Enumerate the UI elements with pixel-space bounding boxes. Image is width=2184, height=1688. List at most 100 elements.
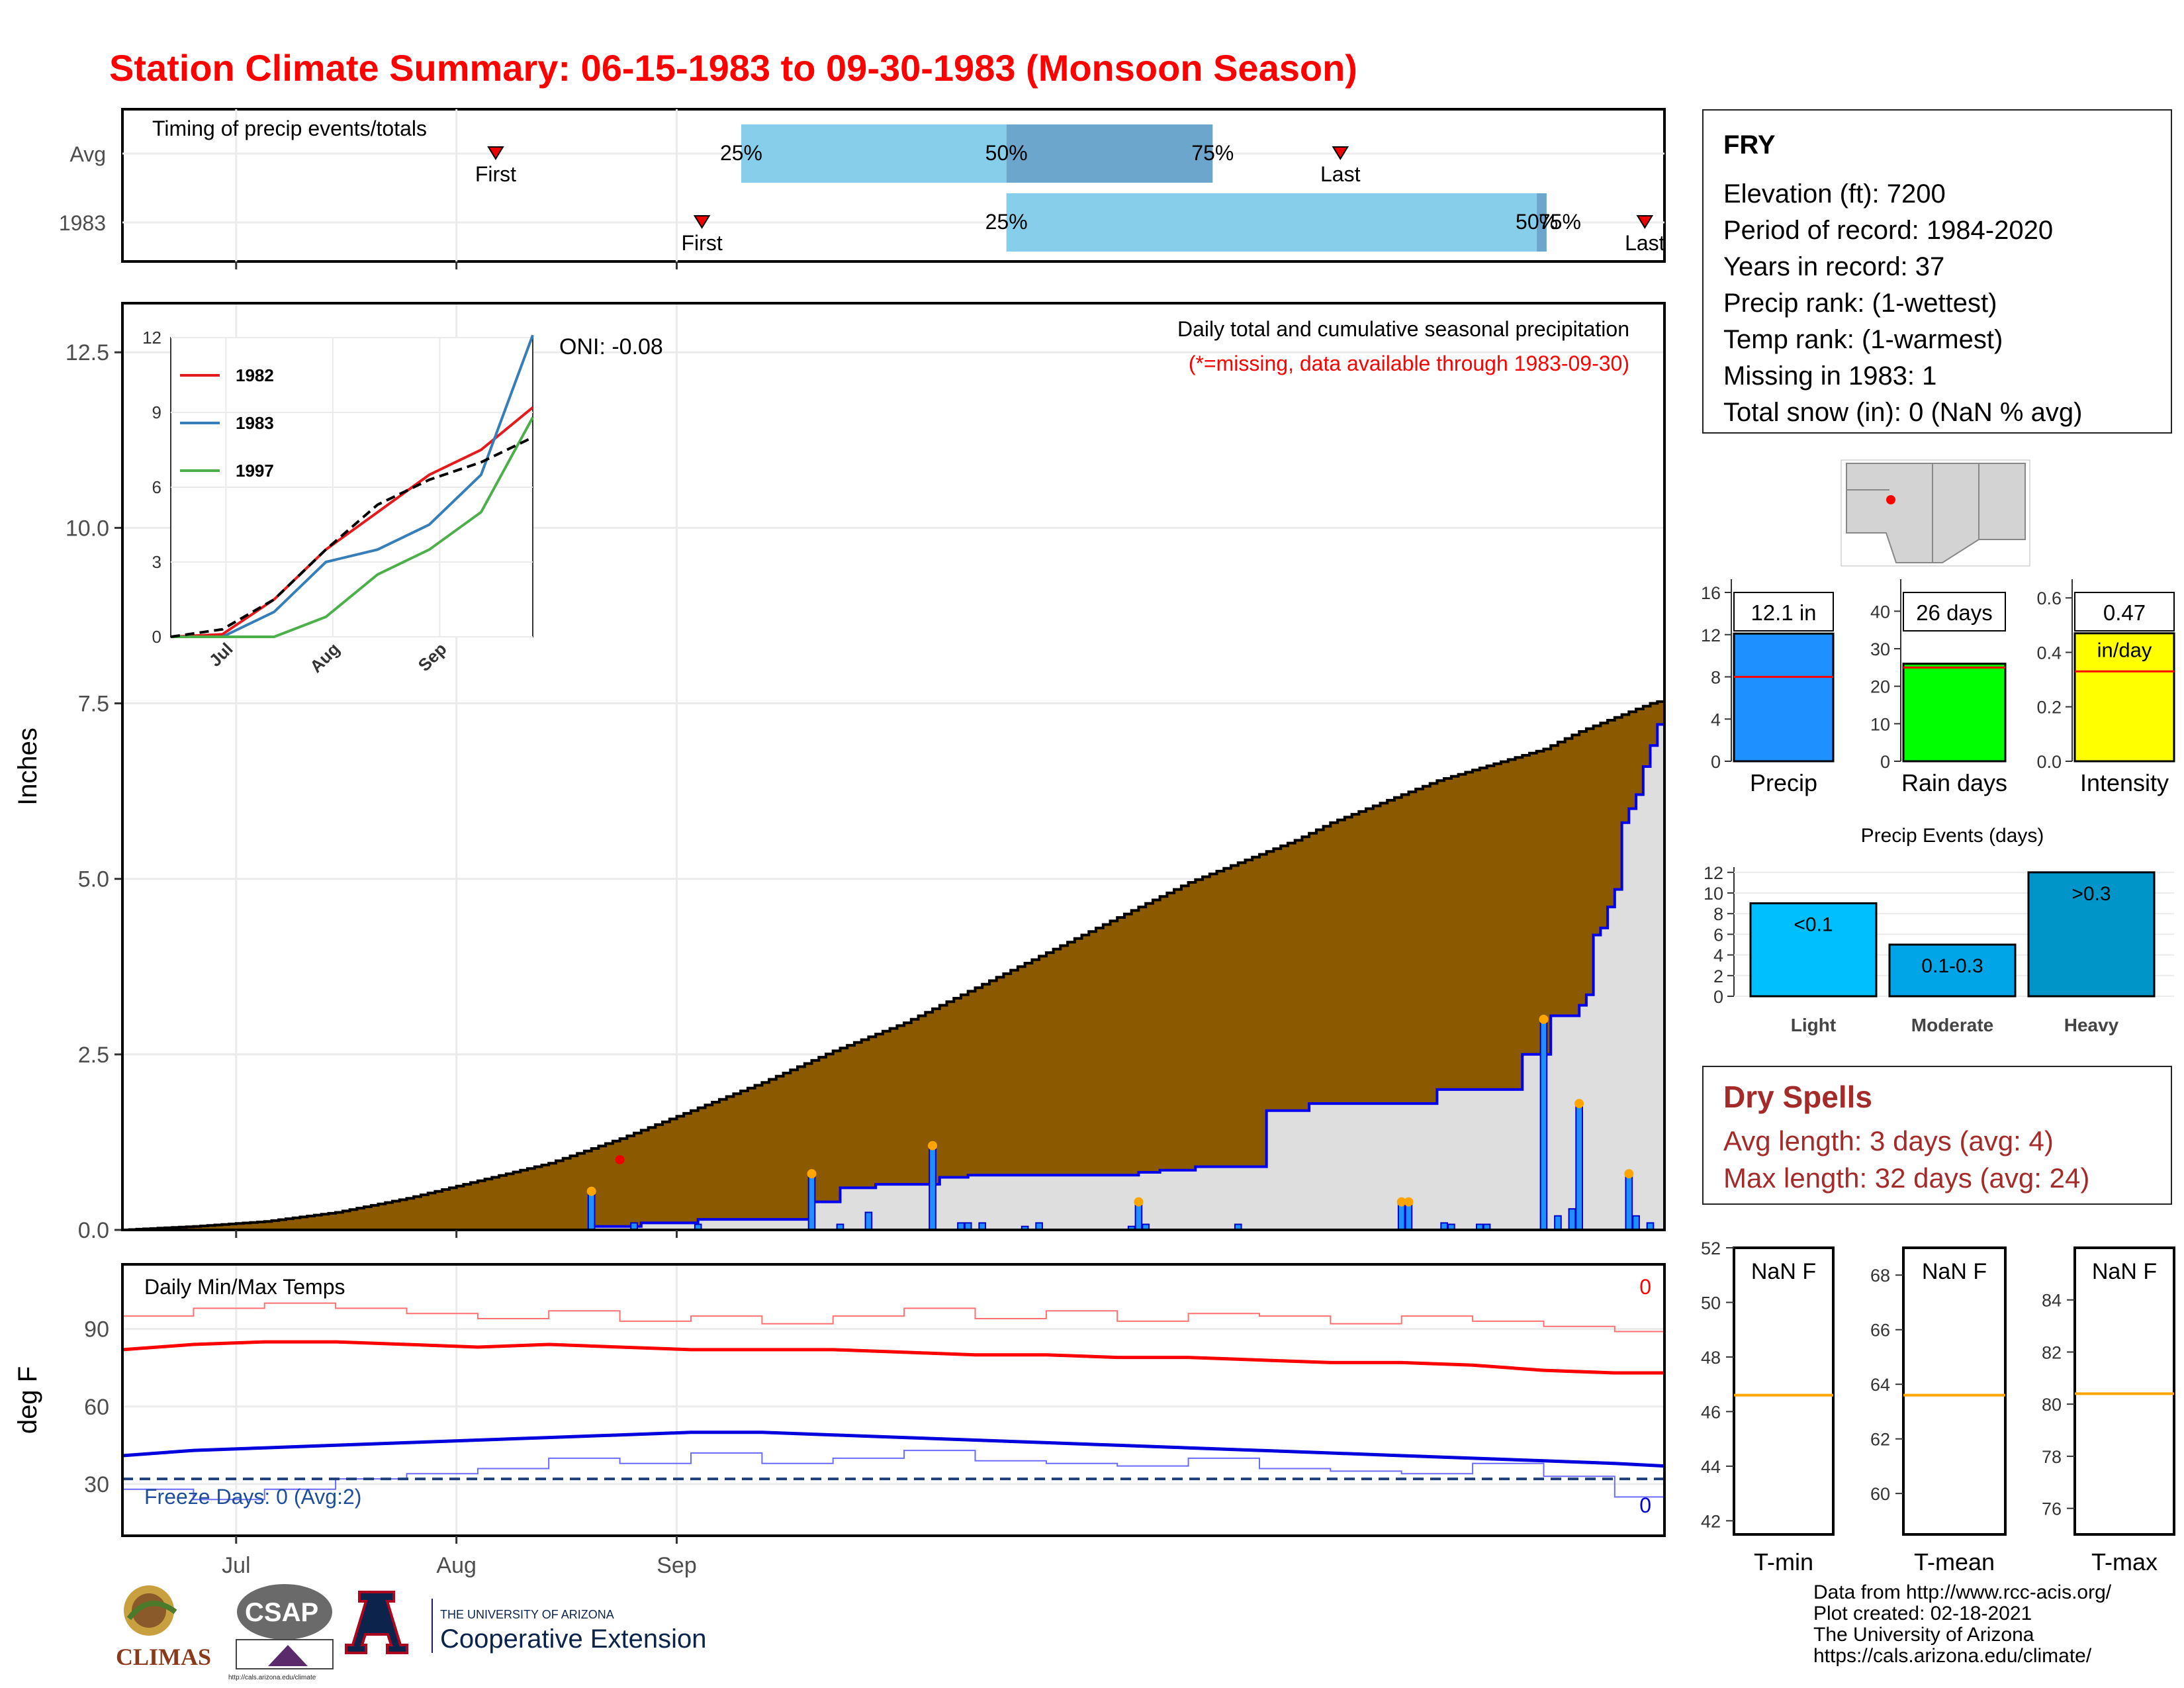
heavy-event-dot [1624,1169,1634,1179]
events-y-tick: 10 [1704,884,1723,904]
timing-pct-label: 75% [1191,141,1234,165]
events-chart-title: Precip Events (days) [1861,825,2044,847]
y-tick-label: 60 [84,1395,109,1420]
temp-gauge-label: T-max [2091,1548,2158,1575]
inset-series-1982 [170,406,534,638]
events-y-tick: 12 [1704,863,1723,883]
mini-bar-value: 12.1 in [1751,600,1816,625]
gauge-y-tick: 84 [2042,1291,2062,1311]
last-event-label: Last [1320,162,1361,186]
mini-bar-value-box [2074,592,2175,632]
csap-logo: CSAP http://cals.arizona.edu/climate [228,1584,334,1681]
avg-cumulative-line [122,700,1666,1231]
gauge-y-tick: 64 [1870,1375,1890,1395]
timing-bar-50-75 [1006,124,1213,183]
events-y-tick: 2 [1713,966,1723,986]
y-tick-label: 12.5 [66,340,109,365]
event-category-label: Moderate [1911,1015,1993,1035]
daily-precip-bar [807,1173,816,1231]
locator-map-states [1846,463,2026,563]
mini-bar-1 [1902,663,2007,763]
temp-gauge-value: NaN F [1751,1259,1816,1284]
mini-bar-label: Rain days [1901,769,2007,796]
timing-bar-25-50 [1006,193,1537,252]
last-event-marker [1332,146,1349,160]
event-category-label: Light [1791,1015,1836,1035]
event-bar-0 [1749,902,1878,998]
timing-panel-title: Timing of precip events/totals [152,117,427,140]
daily-precip-bar [1625,1173,1633,1231]
station-info-line: Total snow (in): 0 (NaN % avg) [1723,398,2083,427]
freeze-days-label: Freeze Days: 0 (Avg:2) [144,1485,361,1509]
gauge-y-tick: 48 [1701,1348,1721,1368]
inset-series-1997 [171,416,534,638]
timing-pct-label: 75% [1539,210,1581,234]
y-tick-label: 0.0 [78,1218,109,1243]
gauge-y-tick: 50 [1701,1293,1721,1313]
event-bar-label: <0.1 [1794,914,1833,936]
x-tick-label: Aug [436,1553,477,1578]
event-bar-2 [2027,871,2156,998]
first-event-label: First [682,231,723,255]
mini-bar-value-box [1733,592,1834,632]
heavy-event-dot [928,1141,938,1150]
heavy-event-dot [1539,1014,1549,1024]
temp-gauge-frame [1733,1246,1835,1536]
mini-y-tick: 0 [1711,752,1721,772]
events-y-tick: 4 [1713,946,1723,966]
event-category-label: Heavy [2064,1015,2119,1035]
mini-bar-value-box [1903,592,2006,632]
y-tick-label: 2.5 [78,1043,109,1068]
temp-panel-title: Daily Min/Max Temps [144,1275,345,1299]
y-tick-label: 5.0 [78,867,109,892]
first-event-marker [693,215,711,229]
mini-y-tick: 20 [1870,677,1890,697]
x-tick-label: Jul [222,1553,250,1578]
logo-strip: CLIMAS CSAP http://cals.arizona.edu/clim… [116,1584,706,1681]
heavy-event-dot [586,1186,596,1196]
station-info-line: Missing in 1983: 1 [1723,361,1937,391]
gauge-y-tick: 66 [1870,1321,1890,1340]
y-tick-label: 7.5 [78,692,109,717]
inset-series-1983 [171,334,534,638]
mini-bar-0 [1733,632,1835,763]
inset-series-avg [170,436,533,638]
events-y-tick: 0 [1713,987,1723,1007]
station-info-line: Years in record: 37 [1723,252,1945,281]
mini-bar-label: Intensity [2080,769,2169,796]
daily-precip-bar [1575,1103,1583,1231]
mini-y-tick: 8 [1711,668,1721,688]
y-tick-label: 30 [84,1472,109,1497]
heavy-event-dot [1396,1197,1406,1207]
timing-pct-label: 50% [985,141,1028,165]
last-event-label: Last [1625,231,1665,255]
inset-legend-label: 1997 [236,461,274,481]
daily-precip-bar [1632,1215,1640,1231]
mini-y-tick: 0.6 [2036,588,2062,608]
inset-y-tick: 6 [152,477,161,497]
mini-bar-value: 0.47 [2103,600,2146,625]
event-bar-label: 0.1-0.3 [1921,955,1983,977]
footer-line: Data from http://www.rcc-acis.org/ [1813,1581,2112,1603]
y-tick-label: 10.0 [66,516,109,541]
mini-bar-2 [2073,632,2175,763]
ua-big-text: Cooperative Extension [440,1624,706,1654]
gauge-y-tick: 52 [1701,1239,1721,1258]
ua-logo: THE UNIVERSITY OF ARIZONA Cooperative Ex… [345,1591,706,1654]
gauge-y-tick: 46 [1701,1402,1721,1422]
gauge-y-tick: 42 [1701,1511,1721,1531]
footer-line: https://cals.arizona.edu/climate/ [1813,1645,2092,1667]
dry-spells-max: Max length: 32 days (avg: 24) [1723,1162,2090,1194]
timing-row-label: 1983 [59,211,106,235]
missing-data-dot [615,1154,625,1164]
timing-bar-50-75 [1537,193,1547,252]
precip-panel-note: Daily total and cumulative seasonal prec… [1177,317,1629,341]
heavy-event-dot [1134,1197,1144,1207]
temp-y-axis-label: deg F [13,1366,42,1434]
heavy-event-dot [807,1169,817,1179]
precip-panel-frame [121,302,1666,1231]
temp-series-avg_max [122,1340,1664,1375]
baseline-area [122,700,1664,1230]
temp-series-min_1983 [122,1450,1665,1501]
